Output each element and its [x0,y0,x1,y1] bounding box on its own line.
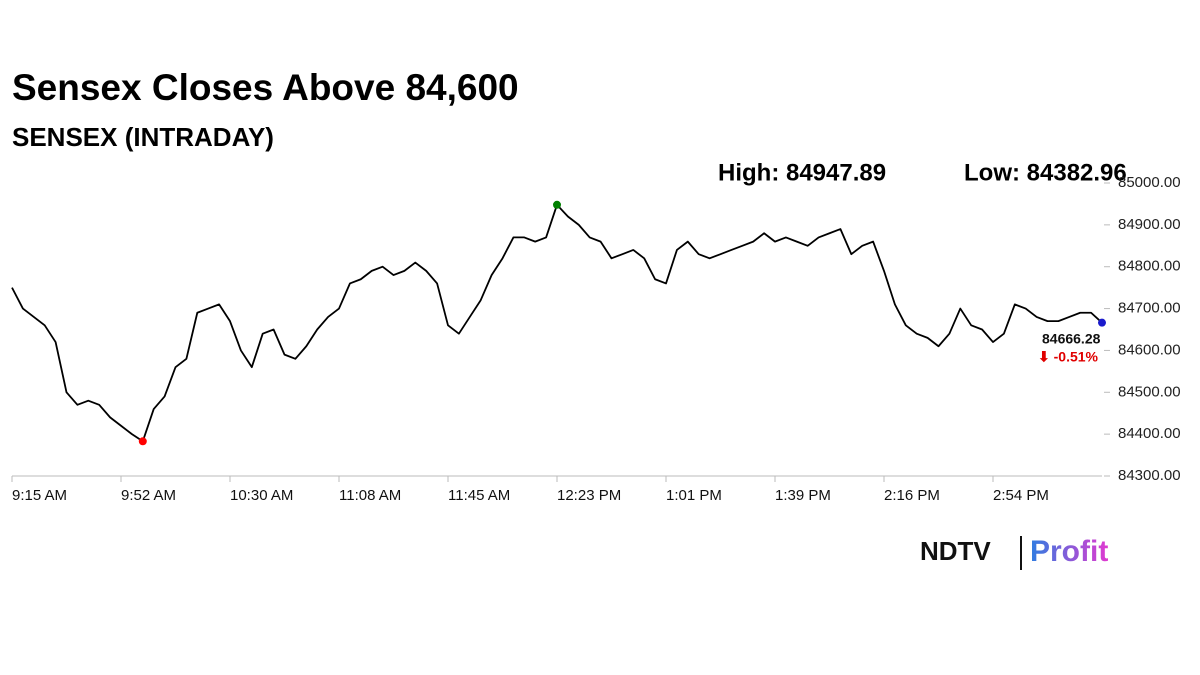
change-label: ⬇ -0.51% [1038,348,1099,364]
high-label: High: 84947.89 [718,159,886,186]
end-marker [1098,318,1106,327]
y-tick-label: 84500.00 [1118,383,1181,400]
y-tick-label: 84800.00 [1118,258,1181,275]
low-marker [138,437,147,446]
logo-right: Profit [1030,535,1108,568]
x-tick-label: 2:16 PM [884,487,940,504]
low-label: Low: 84382.96 [964,159,1127,186]
x-tick-label: 10:30 AM [230,487,293,504]
y-tick-label: 84300.00 [1118,467,1181,484]
x-tick-label: 12:23 PM [557,487,621,504]
y-tick-label: 84600.00 [1118,341,1181,358]
high-marker [553,200,561,209]
last-value-label: 84666.28 [1042,330,1101,346]
chart-title: Sensex Closes Above 84,600 [12,67,519,108]
logo-left: NDTV [920,536,991,566]
y-tick-label: 84400.00 [1118,425,1181,442]
x-tick-label: 1:39 PM [775,487,831,504]
x-tick-label: 1:01 PM [666,487,722,504]
chart-subtitle: SENSEX (INTRADAY) [12,122,274,152]
x-tick-label: 2:54 PM [993,487,1049,504]
price-line [11,203,1103,443]
y-tick-label: 84700.00 [1118,300,1181,317]
y-tick-label: 85000.00 [1118,174,1181,191]
y-tick-label: 84900.00 [1118,216,1181,233]
x-tick-label: 9:15 AM [12,487,67,504]
x-tick-label: 11:08 AM [339,487,401,504]
x-tick-label: 9:52 AM [121,487,176,504]
x-tick-label: 11:45 AM [448,487,510,504]
